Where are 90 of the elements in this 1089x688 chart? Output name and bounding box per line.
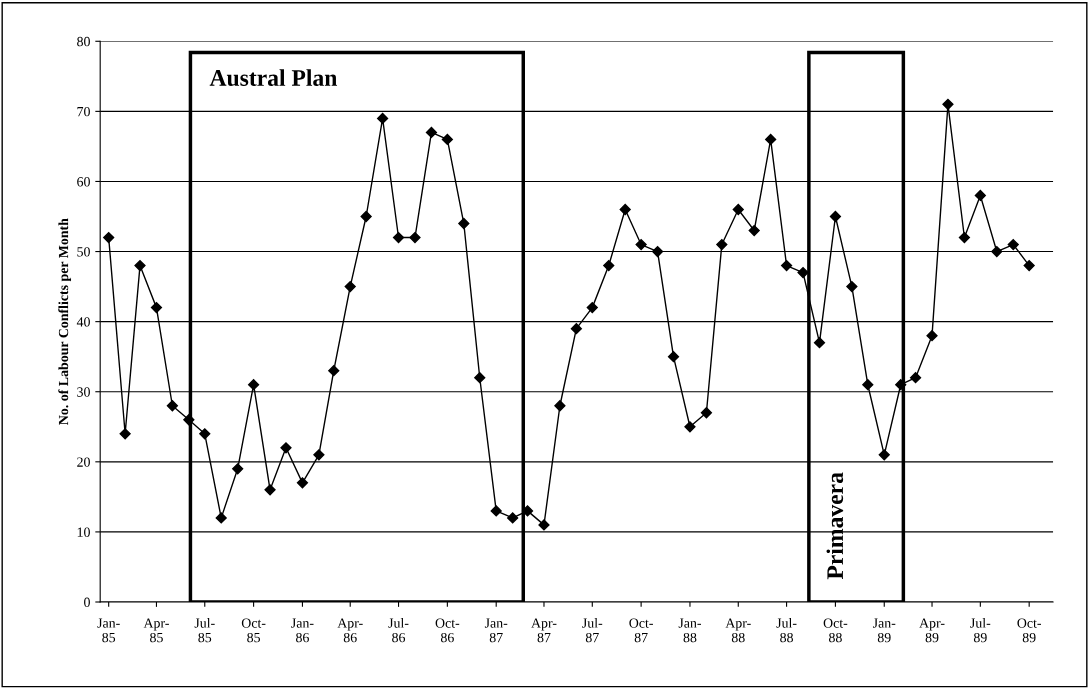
point (732, 203, 744, 216)
point (166, 400, 178, 412)
point (103, 231, 115, 244)
point (586, 302, 598, 314)
point (119, 428, 131, 440)
y-tick-label: 0 (84, 597, 90, 607)
point (813, 337, 826, 349)
point (862, 379, 874, 391)
x-tick-label: Oct- 87 (629, 618, 653, 643)
point (474, 372, 486, 384)
point (264, 484, 276, 496)
point (667, 351, 680, 363)
point (878, 449, 890, 461)
point (313, 449, 325, 461)
point (603, 259, 615, 272)
x-tick-label: Jul- 86 (388, 617, 409, 643)
point (797, 266, 809, 279)
point (507, 512, 519, 524)
y-tick-label: 70 (77, 106, 90, 117)
x-tick-label: Apr- 89 (919, 618, 945, 643)
band-label: Austral Plan (209, 69, 338, 86)
x-tick-label: Jul- 87 (582, 617, 603, 643)
x-tick-label: Jul- 89 (970, 617, 991, 643)
point (490, 505, 502, 517)
point (521, 505, 534, 517)
y-tick-label: 60 (77, 177, 90, 187)
x-tick-label: Apr- 88 (725, 618, 751, 643)
point (392, 231, 405, 244)
x-tick-label: Jan- 86 (291, 618, 314, 643)
point (716, 238, 728, 251)
x-tick-label: Apr- 85 (143, 618, 169, 643)
y-tick-label: 20 (77, 457, 90, 467)
x-tick-label: Oct- 85 (241, 618, 266, 643)
x-tick-label: Jan- 85 (97, 618, 120, 643)
y-axis-title: No. of Labour Conflicts per Month (58, 218, 72, 425)
point (441, 133, 453, 146)
point (765, 133, 777, 146)
point (926, 330, 938, 342)
x-tick-label: Jan- 89 (872, 618, 896, 643)
point (651, 245, 664, 258)
point (570, 323, 582, 335)
x-tick-label: Apr- 86 (337, 618, 363, 643)
point (376, 112, 389, 124)
point (974, 189, 986, 202)
x-tick-label: Jan- 87 (484, 618, 508, 643)
point (538, 519, 550, 531)
point (328, 365, 340, 377)
point (215, 512, 227, 524)
point (360, 210, 372, 223)
y-tick-label: 10 (77, 527, 90, 537)
point (684, 421, 696, 433)
point (942, 98, 954, 110)
point (619, 203, 631, 216)
x-tick-label: Jul- 85 (194, 617, 215, 643)
point (1023, 259, 1035, 272)
x-tick-label: Oct- 89 (1017, 618, 1042, 643)
point (344, 280, 356, 293)
point (635, 238, 647, 251)
point (846, 280, 858, 293)
point (780, 259, 793, 272)
point (895, 379, 907, 391)
point (829, 210, 842, 223)
point (958, 231, 971, 244)
point (458, 217, 470, 230)
point (232, 463, 244, 475)
point (425, 126, 438, 139)
y-tick-label: 80 (77, 36, 90, 47)
point (134, 259, 146, 272)
y-tick-label: 50 (77, 247, 90, 257)
point (150, 302, 163, 314)
y-tick-label: 30 (77, 387, 90, 397)
point (183, 414, 195, 426)
x-tick-label: Jan- 88 (678, 618, 702, 643)
y-tick-label: 40 (76, 317, 90, 327)
point (199, 428, 211, 440)
point (247, 379, 260, 391)
point (409, 231, 421, 244)
x-tick-label: Apr- 87 (531, 618, 557, 643)
point (991, 245, 1003, 258)
point (554, 400, 566, 412)
point (700, 407, 713, 419)
x-tick-label: Jul- 88 (776, 617, 797, 643)
band-label: Primavera (826, 472, 844, 580)
x-tick-label: Oct- 86 (435, 618, 460, 643)
point (280, 442, 292, 454)
point (296, 477, 309, 489)
x-tick-label: Oct- 88 (823, 618, 848, 643)
point (748, 224, 760, 237)
point (909, 372, 922, 384)
point (1007, 238, 1019, 251)
